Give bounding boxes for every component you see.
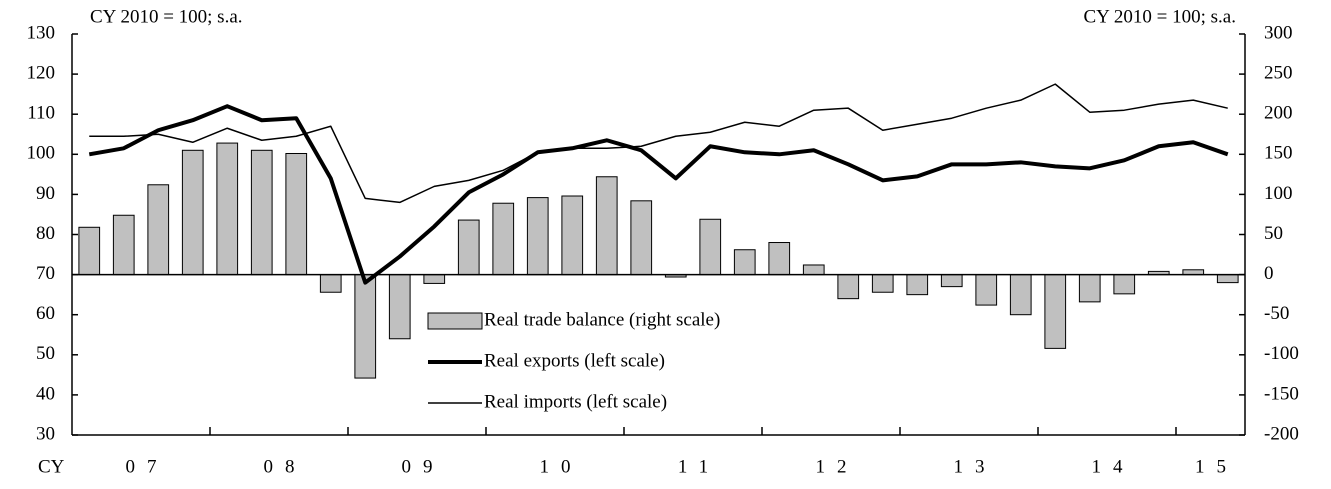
y-tick-label: 110	[27, 103, 55, 124]
y-tick-label: 90	[36, 183, 55, 204]
y-tick-label: 80	[36, 223, 55, 244]
bar	[354, 274, 377, 379]
x-tick-label: 12	[816, 456, 859, 477]
bar	[1078, 274, 1101, 303]
y2-tick-label: 300	[1264, 22, 1293, 43]
bar	[147, 184, 170, 276]
x-tick-label: 13	[954, 456, 997, 477]
bar	[975, 274, 998, 306]
y2-tick-label: 250	[1264, 62, 1293, 83]
bar	[319, 274, 342, 293]
bar	[423, 274, 446, 284]
bar	[1009, 274, 1032, 316]
bar	[216, 142, 239, 276]
bar	[285, 152, 308, 276]
y2-tick-label: -100	[1264, 343, 1299, 364]
y2-tick-label: -200	[1264, 423, 1299, 444]
bar	[78, 226, 101, 276]
y-tick-label: 30	[36, 423, 55, 444]
y2-tick-label: -150	[1264, 383, 1299, 404]
x-tick-label: 10	[540, 456, 583, 477]
right-axis-label: CY 2010 = 100; s.a.	[1083, 6, 1236, 27]
x-tick-label: 15	[1195, 456, 1238, 477]
x-tick-label: 09	[402, 456, 445, 477]
bar	[733, 249, 756, 276]
bar	[906, 274, 929, 296]
bar	[457, 219, 480, 276]
legend-label: Real imports (left scale)	[484, 391, 667, 412]
bar	[837, 274, 860, 300]
bar	[699, 218, 722, 276]
bar	[1113, 274, 1136, 295]
legend-swatch	[427, 312, 483, 330]
y-tick-label: 40	[36, 383, 55, 404]
y2-tick-label: 150	[1264, 143, 1293, 164]
y-tick-label: 70	[36, 263, 55, 284]
x-tick-label: 07	[126, 456, 169, 477]
bar	[871, 274, 894, 293]
y-tick-label: 100	[27, 143, 56, 164]
bar	[802, 264, 825, 276]
left-axis-label: CY 2010 = 100; s.a.	[90, 6, 243, 27]
y2-tick-label: 100	[1264, 183, 1293, 204]
bar	[940, 274, 963, 288]
bar	[1216, 274, 1239, 284]
bar	[595, 176, 618, 276]
bar	[561, 195, 584, 276]
y-tick-label: 120	[27, 62, 56, 83]
x-tick-label: 11	[678, 456, 720, 477]
y-tick-label: 60	[36, 303, 55, 324]
y2-tick-label: 50	[1264, 223, 1283, 244]
line	[88, 104, 1229, 285]
legend-label: Real exports (left scale)	[484, 350, 665, 371]
y-tick-label: 50	[36, 343, 55, 364]
bar	[492, 202, 515, 276]
x-tick-label: 14	[1092, 456, 1135, 477]
line	[89, 83, 1228, 204]
bar	[768, 242, 791, 276]
y2-tick-label: 200	[1264, 103, 1293, 124]
bar	[388, 274, 411, 340]
x-tick-label: 08	[264, 456, 307, 477]
bar	[112, 214, 135, 276]
y2-tick-label: 0	[1264, 263, 1274, 284]
bar	[250, 149, 273, 276]
bar	[181, 149, 204, 276]
x-prefix: CY	[38, 456, 65, 477]
legend-label: Real trade balance (right scale)	[484, 309, 720, 330]
bar	[1044, 274, 1067, 349]
y-tick-label: 130	[27, 22, 56, 43]
bar	[630, 200, 653, 276]
y2-tick-label: -50	[1264, 303, 1289, 324]
bar	[526, 197, 549, 276]
